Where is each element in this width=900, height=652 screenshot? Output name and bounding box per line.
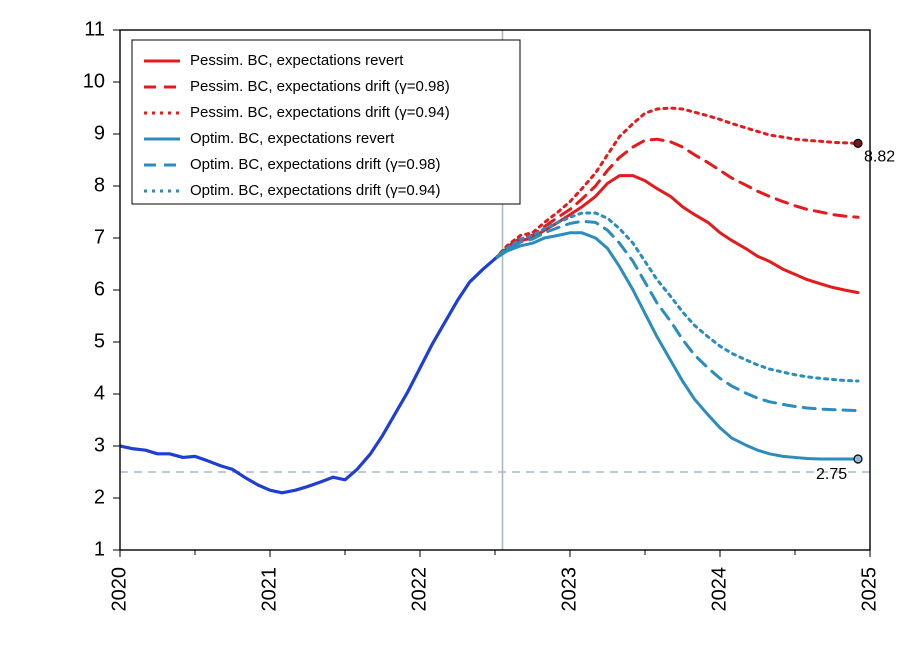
legend-label: Optim. BC, expectations drift (γ=0.98) — [190, 156, 441, 173]
y-tick-label: 8 — [94, 174, 105, 196]
y-tick-label: 10 — [83, 70, 105, 92]
chart-container: 8.82 2.75 1 2 3 4 5 6 7 8 9 10 11 2020 2021 2022 2023 202… — [0, 0, 900, 652]
legend-label: Pessim. BC, expectations drift (γ=0.94) — [190, 104, 450, 121]
legend: Pessim. BC, expectations revert Pessim. B… — [132, 40, 520, 204]
x-tick-label: 2025 — [858, 567, 880, 612]
y-tick-label: 3 — [94, 434, 105, 456]
x-tick-label: 2020 — [108, 567, 130, 612]
y-tick-label: 2 — [94, 486, 105, 508]
y-tick-label: 6 — [94, 278, 105, 300]
x-tick-label: 2024 — [708, 567, 730, 612]
end-marker-label: 2.75 — [816, 466, 847, 483]
y-tick-label: 4 — [94, 382, 105, 404]
legend-label: Pessim. BC, expectations drift (γ=0.98) — [190, 78, 450, 95]
end-marker — [854, 455, 862, 463]
y-tick-label: 1 — [94, 538, 105, 560]
y-tick-label: 7 — [94, 226, 105, 248]
x-tick-label: 2023 — [558, 567, 580, 612]
x-tick-label: 2022 — [408, 567, 430, 612]
legend-label: Optim. BC, expectations revert — [190, 130, 395, 147]
y-tick-label: 11 — [84, 18, 105, 40]
legend-label: Optim. BC, expectations drift (γ=0.94) — [190, 182, 441, 199]
end-marker-label: 8.82 — [864, 148, 895, 165]
y-tick-label: 5 — [94, 330, 105, 352]
x-tick-label: 2021 — [258, 567, 280, 612]
end-marker — [854, 139, 862, 147]
legend-label: Pessim. BC, expectations revert — [190, 52, 404, 69]
y-tick-label: 9 — [94, 122, 105, 144]
line-chart: 8.82 2.75 1 2 3 4 5 6 7 8 9 10 11 2020 2021 2022 2023 202… — [0, 0, 900, 652]
